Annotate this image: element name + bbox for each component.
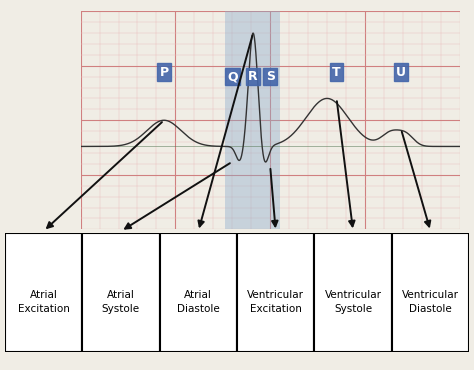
Bar xyxy=(5,233,82,352)
Text: Ventricular
Diastole: Ventricular Diastole xyxy=(402,290,459,314)
Text: Atrial
Diastole: Atrial Diastole xyxy=(177,290,219,314)
Text: Ventricular
Systole: Ventricular Systole xyxy=(325,290,382,314)
Text: Q: Q xyxy=(227,70,237,83)
Bar xyxy=(225,11,280,229)
Text: Atrial
Excitation: Atrial Excitation xyxy=(18,290,69,314)
Text: Ventricular
Excitation: Ventricular Excitation xyxy=(247,290,304,314)
Text: S: S xyxy=(266,70,274,83)
Bar xyxy=(160,233,237,352)
Bar xyxy=(314,233,392,352)
Text: R: R xyxy=(248,70,258,83)
Text: Atrial
Systole: Atrial Systole xyxy=(102,290,140,314)
Bar xyxy=(237,233,314,352)
Bar xyxy=(82,233,160,352)
Text: U: U xyxy=(396,66,406,79)
Text: T: T xyxy=(332,66,341,79)
Text: P: P xyxy=(159,66,169,79)
Bar xyxy=(392,233,469,352)
